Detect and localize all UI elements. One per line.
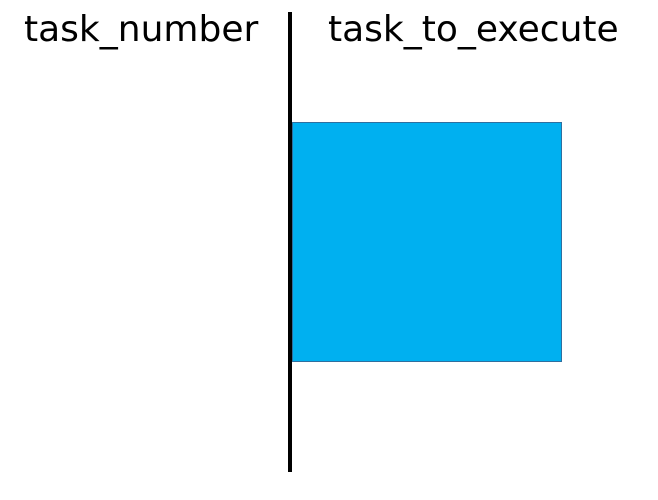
task-number-header: task_number — [24, 9, 259, 50]
task-to-execute-header: task_to_execute — [328, 9, 619, 50]
column-divider — [288, 12, 292, 472]
task-block — [292, 122, 562, 362]
